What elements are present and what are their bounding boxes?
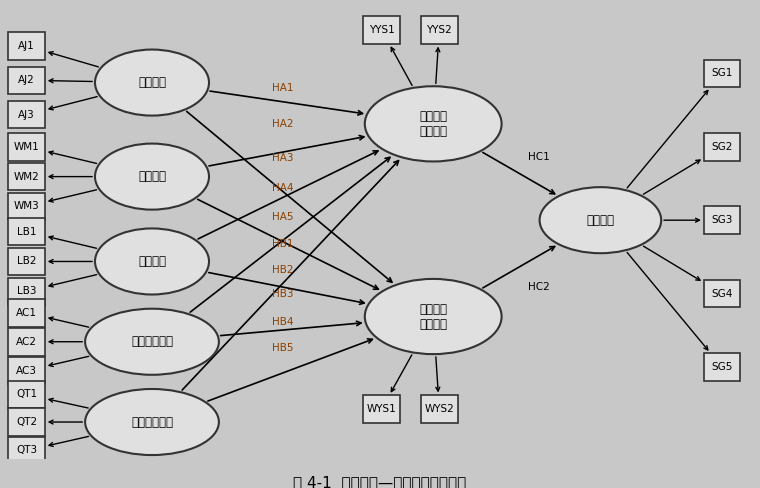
Text: HA5: HA5 bbox=[272, 211, 293, 222]
Text: AC3: AC3 bbox=[16, 366, 37, 376]
FancyBboxPatch shape bbox=[363, 16, 400, 43]
Text: SG3: SG3 bbox=[711, 215, 733, 225]
Text: HA2: HA2 bbox=[272, 119, 293, 129]
Text: 无意识不
安全行为: 无意识不 安全行为 bbox=[420, 303, 447, 330]
Text: HC1: HC1 bbox=[528, 152, 550, 162]
FancyBboxPatch shape bbox=[8, 328, 45, 355]
Text: LB2: LB2 bbox=[17, 257, 36, 266]
FancyBboxPatch shape bbox=[8, 437, 45, 464]
Text: LB3: LB3 bbox=[17, 286, 36, 296]
Text: YYS1: YYS1 bbox=[369, 25, 394, 35]
Text: WYS1: WYS1 bbox=[366, 404, 397, 414]
Text: 人因事故: 人因事故 bbox=[587, 214, 614, 227]
Text: 有意识不
安全行为: 有意识不 安全行为 bbox=[420, 110, 447, 138]
FancyBboxPatch shape bbox=[8, 218, 45, 245]
Ellipse shape bbox=[95, 143, 209, 210]
Text: 其他安全投入: 其他安全投入 bbox=[131, 415, 173, 428]
Text: YYS2: YYS2 bbox=[426, 25, 452, 35]
FancyBboxPatch shape bbox=[8, 163, 45, 190]
FancyBboxPatch shape bbox=[363, 395, 400, 423]
FancyBboxPatch shape bbox=[8, 299, 45, 326]
Ellipse shape bbox=[95, 50, 209, 116]
Text: WM3: WM3 bbox=[14, 202, 40, 211]
Text: SG1: SG1 bbox=[711, 68, 733, 79]
FancyBboxPatch shape bbox=[421, 16, 458, 43]
Text: WYS2: WYS2 bbox=[424, 404, 454, 414]
FancyBboxPatch shape bbox=[8, 101, 45, 128]
Text: AJ2: AJ2 bbox=[18, 75, 35, 85]
FancyBboxPatch shape bbox=[8, 357, 45, 385]
FancyBboxPatch shape bbox=[8, 248, 45, 275]
Text: HB4: HB4 bbox=[272, 317, 293, 327]
Text: HA4: HA4 bbox=[272, 183, 293, 193]
Text: AC2: AC2 bbox=[16, 337, 37, 347]
FancyBboxPatch shape bbox=[8, 66, 45, 94]
Text: AJ1: AJ1 bbox=[18, 41, 35, 51]
Text: HC2: HC2 bbox=[528, 282, 550, 292]
Ellipse shape bbox=[365, 279, 502, 354]
FancyBboxPatch shape bbox=[8, 193, 45, 220]
Text: SG5: SG5 bbox=[711, 362, 733, 372]
Text: AJ3: AJ3 bbox=[18, 110, 35, 120]
Text: QT1: QT1 bbox=[16, 389, 37, 400]
FancyBboxPatch shape bbox=[8, 133, 45, 161]
Ellipse shape bbox=[365, 86, 502, 162]
Text: HA3: HA3 bbox=[272, 153, 293, 163]
Text: HB1: HB1 bbox=[272, 239, 293, 249]
Text: LB1: LB1 bbox=[17, 226, 36, 237]
Text: HA1: HA1 bbox=[272, 83, 293, 93]
FancyBboxPatch shape bbox=[704, 133, 740, 161]
Text: 安全教育: 安全教育 bbox=[138, 76, 166, 89]
Ellipse shape bbox=[540, 187, 661, 253]
Text: HB5: HB5 bbox=[272, 343, 293, 353]
Text: SG4: SG4 bbox=[711, 288, 733, 299]
Text: WM1: WM1 bbox=[14, 142, 40, 152]
Text: QT3: QT3 bbox=[16, 446, 37, 455]
Ellipse shape bbox=[85, 309, 219, 375]
Text: HB2: HB2 bbox=[272, 264, 293, 275]
Text: HB3: HB3 bbox=[272, 289, 293, 300]
Text: WM2: WM2 bbox=[14, 172, 40, 182]
FancyBboxPatch shape bbox=[8, 408, 45, 436]
Text: 图 4-1  安全投入—人因事故概念模型: 图 4-1 安全投入—人因事故概念模型 bbox=[293, 476, 467, 488]
FancyBboxPatch shape bbox=[704, 353, 740, 381]
FancyBboxPatch shape bbox=[8, 381, 45, 408]
Text: SG2: SG2 bbox=[711, 142, 733, 152]
FancyBboxPatch shape bbox=[8, 278, 45, 305]
Ellipse shape bbox=[85, 389, 219, 455]
FancyBboxPatch shape bbox=[421, 395, 458, 423]
Text: 劳动保护: 劳动保护 bbox=[138, 255, 166, 268]
Text: 现场安全措施: 现场安全措施 bbox=[131, 335, 173, 348]
FancyBboxPatch shape bbox=[8, 32, 45, 60]
FancyBboxPatch shape bbox=[704, 206, 740, 234]
FancyBboxPatch shape bbox=[704, 60, 740, 87]
Ellipse shape bbox=[95, 228, 209, 294]
Text: 文明施工: 文明施工 bbox=[138, 170, 166, 183]
Text: QT2: QT2 bbox=[16, 417, 37, 427]
FancyBboxPatch shape bbox=[704, 280, 740, 307]
Text: AC1: AC1 bbox=[16, 308, 37, 318]
